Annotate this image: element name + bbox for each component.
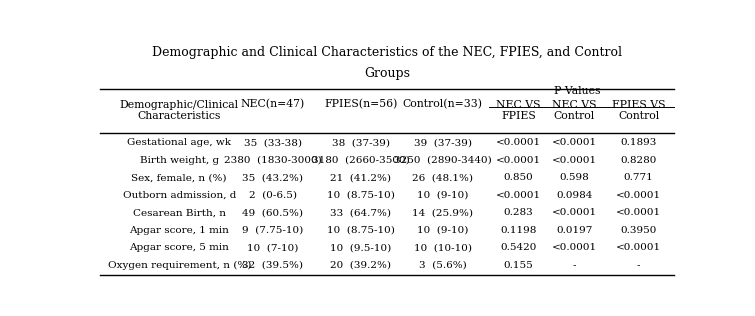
Text: FPIES(n=56): FPIES(n=56) — [324, 100, 397, 110]
Text: 21  (41.2%): 21 (41.2%) — [330, 173, 391, 182]
Text: <0.0001: <0.0001 — [552, 138, 596, 147]
Text: 9  (7.75-10): 9 (7.75-10) — [242, 226, 304, 235]
Text: NEC VS: NEC VS — [552, 100, 596, 110]
Text: <0.0001: <0.0001 — [552, 156, 596, 165]
Text: 2  (0-6.5): 2 (0-6.5) — [249, 191, 297, 200]
Text: 0.0197: 0.0197 — [556, 226, 593, 235]
Text: Gestational age, wk: Gestational age, wk — [128, 138, 231, 147]
Text: Sex, female, n (%): Sex, female, n (%) — [131, 173, 227, 182]
Text: 0.771: 0.771 — [624, 173, 653, 182]
Text: 35  (33-38): 35 (33-38) — [244, 138, 302, 147]
Text: <0.0001: <0.0001 — [616, 243, 661, 252]
Text: 33  (64.7%): 33 (64.7%) — [330, 208, 391, 217]
Text: Oxygen requirement, n (%): Oxygen requirement, n (%) — [107, 261, 251, 270]
Text: 10  (8.75-10): 10 (8.75-10) — [327, 191, 395, 200]
Text: 0.598: 0.598 — [559, 173, 589, 182]
Text: 32  (39.5%): 32 (39.5%) — [242, 261, 304, 270]
Text: 20  (39.2%): 20 (39.2%) — [330, 261, 391, 270]
Text: 38  (37-39): 38 (37-39) — [331, 138, 390, 147]
Text: 0.5420: 0.5420 — [501, 243, 537, 252]
Text: 10  (9.5-10): 10 (9.5-10) — [330, 243, 391, 252]
Text: FPIES VS: FPIES VS — [612, 100, 665, 110]
Text: 10  (9-10): 10 (9-10) — [417, 226, 468, 235]
Text: P Values: P Values — [554, 86, 600, 96]
Text: Apgar score, 5 min: Apgar score, 5 min — [129, 243, 230, 252]
Text: Control: Control — [553, 111, 595, 121]
Text: Control: Control — [618, 111, 659, 121]
Text: Demographic and Clinical Characteristics of the NEC, FPIES, and Control: Demographic and Clinical Characteristics… — [152, 46, 622, 59]
Text: Cesarean Birth, n: Cesarean Birth, n — [133, 208, 226, 217]
Text: <0.0001: <0.0001 — [496, 138, 541, 147]
Text: <0.0001: <0.0001 — [496, 191, 541, 200]
Text: -: - — [636, 261, 640, 270]
Text: <0.0001: <0.0001 — [552, 243, 596, 252]
Text: 0.8280: 0.8280 — [621, 156, 657, 165]
Text: Demographic/Clinical: Demographic/Clinical — [119, 100, 239, 110]
Text: 35  (43.2%): 35 (43.2%) — [242, 173, 304, 182]
Text: 26  (48.1%): 26 (48.1%) — [412, 173, 473, 182]
Text: 0.0984: 0.0984 — [556, 191, 593, 200]
Text: -: - — [572, 261, 576, 270]
Text: Groups: Groups — [364, 67, 410, 80]
Text: Birth weight, g: Birth weight, g — [140, 156, 219, 165]
Text: 10  (8.75-10): 10 (8.75-10) — [327, 226, 395, 235]
Text: 0.155: 0.155 — [504, 261, 534, 270]
Text: Control(n=33): Control(n=33) — [402, 100, 482, 110]
Text: Outborn admission, d: Outborn admission, d — [122, 191, 236, 200]
Text: 3  (5.6%): 3 (5.6%) — [419, 261, 467, 270]
Text: 10  (9-10): 10 (9-10) — [417, 191, 468, 200]
Text: 10  (10-10): 10 (10-10) — [414, 243, 472, 252]
Text: 0.1893: 0.1893 — [621, 138, 657, 147]
Text: 0.1198: 0.1198 — [501, 226, 537, 235]
Text: 0.3950: 0.3950 — [621, 226, 657, 235]
Text: FPIES: FPIES — [501, 111, 536, 121]
Text: <0.0001: <0.0001 — [496, 156, 541, 165]
Text: 0.850: 0.850 — [504, 173, 534, 182]
Text: 39  (37-39): 39 (37-39) — [414, 138, 472, 147]
Text: 3250  (2890-3440): 3250 (2890-3440) — [393, 156, 492, 165]
Text: 3180  (2660-3500): 3180 (2660-3500) — [312, 156, 409, 165]
Text: 14  (25.9%): 14 (25.9%) — [412, 208, 473, 217]
Text: 0.283: 0.283 — [504, 208, 534, 217]
Text: 2380  (1830-3000): 2380 (1830-3000) — [224, 156, 322, 165]
Text: <0.0001: <0.0001 — [552, 208, 596, 217]
Text: <0.0001: <0.0001 — [616, 208, 661, 217]
Text: Apgar score, 1 min: Apgar score, 1 min — [129, 226, 230, 235]
Text: NEC VS: NEC VS — [496, 100, 541, 110]
Text: <0.0001: <0.0001 — [616, 191, 661, 200]
Text: NEC(n=47): NEC(n=47) — [241, 100, 305, 110]
Text: 49  (60.5%): 49 (60.5%) — [242, 208, 304, 217]
Text: Characteristics: Characteristics — [137, 111, 221, 121]
Text: 10  (7-10): 10 (7-10) — [247, 243, 298, 252]
